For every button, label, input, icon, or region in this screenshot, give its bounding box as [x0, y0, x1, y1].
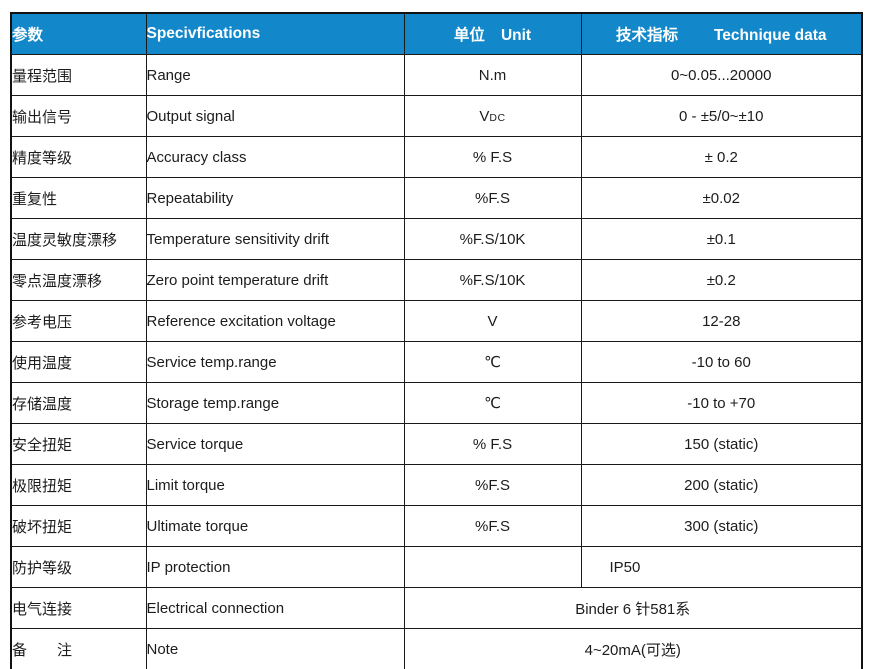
spec-table-header: 参数 Specivfications 单位 Unit 技术指标 Technique … [10, 12, 863, 55]
unit-cell: % F.S [403, 423, 582, 465]
param-name-zh: 温度灵敏度漂移 [10, 218, 147, 260]
param-name-en: Service temp.range [145, 341, 405, 383]
param-name-en: Zero point temperature drift [145, 259, 405, 301]
value-cell: ±0.02 [580, 177, 863, 219]
param-name-zh: 存储温度 [10, 382, 147, 424]
unit-cell: ℃ [403, 341, 582, 383]
param-name-zh: 破坏扭矩 [10, 505, 147, 547]
unit-cell: %F.S [403, 505, 582, 547]
table-row: 安全扭矩 Service torque% F.S 150 (static) [10, 423, 863, 465]
param-name-en: Output signal [145, 95, 405, 137]
table-row: 使用温度 Service temp.range ℃ -10 to 60 [10, 341, 863, 383]
value-cell: ± 0.2 [580, 136, 863, 178]
unit-cell: N.m [403, 54, 582, 96]
header-unit-en: Unit [500, 27, 532, 44]
header-technique-zh: 技术指标 [615, 27, 678, 44]
table-row: 备 注 Note 4~20mA(可选) [10, 628, 863, 669]
param-name-zh: 零点温度漂移 [10, 259, 147, 301]
unit-cell: %F.S [403, 177, 582, 219]
merged-value-cell: 4~20mA(可选) [403, 628, 863, 669]
header-specifications: Specivfications [145, 12, 405, 55]
param-name-en: Electrical connection [145, 587, 405, 629]
unit-subscript: DC [489, 111, 506, 124]
value-cell: 0 - ±5/0~±10 [580, 95, 863, 137]
param-name-zh: 参考电压 [10, 300, 147, 342]
unit-cell: ℃ [403, 382, 582, 424]
param-name-en: Limit torque [145, 464, 405, 506]
param-name-en: Range [145, 54, 405, 96]
table-row: 参考电压 Reference excitation voltage V 12-28 [10, 300, 863, 342]
value-cell: -10 to 60 [580, 341, 863, 383]
header-unit-zh: 单位 [453, 27, 485, 44]
param-name-zh: 防护等级 [10, 546, 147, 588]
param-name-zh: 输出信号 [10, 95, 147, 137]
table-row: 重复性 Repeatability %F.S ±0.02 [10, 177, 863, 219]
param-name-en: Note [145, 628, 405, 669]
spec-table-body: 量程范围 Range N.m 0~0.05...20000 输出信号 Output sig… [10, 54, 863, 669]
unit-cell: %F.S/10K [403, 259, 582, 301]
header-technique-data: 技术指标 Technique data [580, 12, 863, 55]
header-row: 参数 Specivfications 单位 Unit 技术指标 Technique … [10, 12, 863, 55]
table-row: 电气连接 Electrical connection Binder 6 针581系 [10, 587, 863, 629]
param-name-en: Storage temp.range [145, 382, 405, 424]
table-row: 存储温度 Storage temp.range ℃ -10 to +70 [10, 382, 863, 424]
value-cell: -10 to +70 [580, 382, 863, 424]
param-name-zh: 备 注 [10, 628, 147, 669]
table-row: 零点温度漂移 Zero point temperature drift %F.S/1… [10, 259, 863, 301]
table-row: 输出信号 Output signal VDC 0 - ±5/0~±10 [10, 95, 863, 137]
table-row: 破坏扭矩 Ultimate torque %F.S 300 (static) [10, 505, 863, 547]
unit-cell: % F.S [403, 136, 582, 178]
value-cell: 0~0.05...20000 [580, 54, 863, 96]
unit-cell: VDC [403, 95, 582, 137]
param-name-zh: 重复性 [10, 177, 147, 219]
param-name-en: Accuracy class [145, 136, 405, 178]
param-name-en: Reference excitation voltage [145, 300, 405, 342]
header-param: 参数 [10, 12, 147, 55]
table-row: 温度灵敏度漂移 Temperature sensitivity drift %F.S… [10, 218, 863, 260]
param-name-en: Ultimate torque [145, 505, 405, 547]
param-name-zh: 极限扭矩 [10, 464, 147, 506]
spec-table: 参数 Specivfications 单位 Unit 技术指标 Technique … [10, 12, 863, 669]
unit-cell [403, 546, 582, 588]
header-unit: 单位 Unit [403, 12, 582, 55]
param-name-en: Temperature sensitivity drift [145, 218, 405, 260]
unit-cell: %F.S/10K [403, 218, 582, 260]
unit-cell: V [403, 300, 582, 342]
param-name-zh: 精度等级 [10, 136, 147, 178]
value-cell: ±0.1 [580, 218, 863, 260]
table-row: 防护等级 IP protection IP50 [10, 546, 863, 588]
param-name-zh: 使用温度 [10, 341, 147, 383]
header-technique-en: Technique data [713, 27, 827, 44]
value-cell: 200 (static) [580, 464, 863, 506]
value-cell: ±0.2 [580, 259, 863, 301]
value-cell: IP50 [580, 546, 863, 588]
header-specifications-en: Specivfications [146, 25, 261, 42]
param-name-en: Repeatability [145, 177, 405, 219]
param-name-en: IP protection [145, 546, 405, 588]
param-name-en: Service torque [145, 423, 405, 465]
value-cell: 150 (static) [580, 423, 863, 465]
param-name-zh: 安全扭矩 [10, 423, 147, 465]
param-name-zh: 量程范围 [10, 54, 147, 96]
table-row: 极限扭矩 Limit torque %F.S 200 (static) [10, 464, 863, 506]
unit-cell: %F.S [403, 464, 582, 506]
header-param-zh: 参数 [12, 27, 44, 44]
value-cell: 300 (static) [580, 505, 863, 547]
merged-value-cell: Binder 6 针581系 [403, 587, 863, 629]
value-cell: 12-28 [580, 300, 863, 342]
table-row: 精度等级 Accuracy class% F.S ± 0.2 [10, 136, 863, 178]
param-name-zh: 电气连接 [10, 587, 147, 629]
table-row: 量程范围 Range N.m 0~0.05...20000 [10, 54, 863, 96]
